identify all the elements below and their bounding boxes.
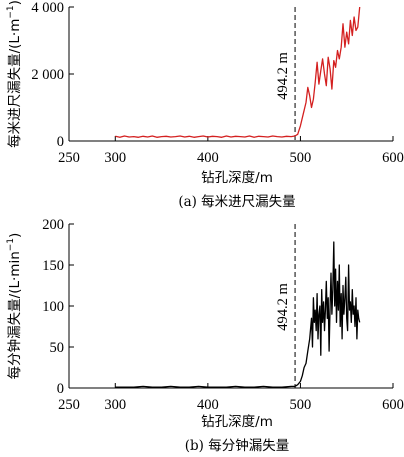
panel-b-y-tick-label: 150 xyxy=(42,258,64,274)
panel-b-y-ticks: 0 50 100 150 200 xyxy=(42,217,74,397)
panel-b-y-label-close: ) xyxy=(7,233,23,238)
panel-b-x-ticks: 250 300 400 500 600 xyxy=(58,383,404,413)
panel-b-y-tick-label: 100 xyxy=(42,299,64,315)
panel-b: 0 50 100 150 200 250 300 400 500 600 494.2 m 钻孔深… xyxy=(6,217,404,454)
panel-b-y-tick-label: 0 xyxy=(57,381,64,397)
panel-b-x-axis-label: 钻孔深度/m xyxy=(201,414,273,430)
panel-a-y-tick-label: 2 000 xyxy=(31,67,64,83)
panel-b-threshold-label: 494.2 m xyxy=(275,283,291,331)
panel-a-x-tick-label: 600 xyxy=(382,150,404,166)
panel-b-y-label-main: 每分钟漏失量/(L·min xyxy=(6,251,23,379)
panel-a-x-ticks: 250 300 400 500 600 xyxy=(58,136,404,166)
panel-a-caption: (a) 每米进尺漏失量 xyxy=(178,194,295,210)
panel-a-x-axis-label: 钻孔深度/m xyxy=(201,170,273,186)
panel-a-y-ticks: 0 2 000 4 000 xyxy=(31,0,74,150)
panel-b-y-tick-label: 50 xyxy=(50,340,65,356)
panel-a-series-line xyxy=(115,6,361,138)
panel-a-y-axis-label: 每米进尺漏失量/(L·m−1) xyxy=(6,0,23,148)
panel-a-x-tick-label: 300 xyxy=(104,150,126,166)
panel-a-x-tick-label: 250 xyxy=(58,150,80,166)
panel-b-x-tick-label: 400 xyxy=(197,397,219,413)
panel-b-x-tick-label: 500 xyxy=(290,397,312,413)
panel-b-y-tick-label: 200 xyxy=(42,217,64,233)
panel-b-y-axis-label: 每分钟漏失量/(L·min−1) xyxy=(6,233,23,380)
panel-a-x-tick-label: 500 xyxy=(290,150,312,166)
panel-a-threshold-label: 494.2 m xyxy=(275,52,291,100)
panel-b-y-label-superscript: −1 xyxy=(6,238,16,251)
panel-a-y-label-superscript: −1 xyxy=(6,5,16,18)
panel-a: 0 2 000 4 000 250 300 400 500 600 494.2 m 钻孔深度… xyxy=(6,0,404,210)
panel-a-x-tick-label: 400 xyxy=(197,150,219,166)
panel-b-series-line xyxy=(115,241,361,388)
panel-a-y-tick-label: 0 xyxy=(57,134,64,150)
panel-a-y-label-close: ) xyxy=(7,0,23,5)
panel-b-x-tick-label: 300 xyxy=(104,397,126,413)
panel-a-y-tick-label: 4 000 xyxy=(31,0,64,16)
panel-a-y-label-main: 每米进尺漏失量/(L·m xyxy=(7,19,23,148)
panel-b-x-tick-label: 600 xyxy=(382,397,404,413)
panel-b-x-tick-label: 250 xyxy=(58,397,80,413)
panel-b-caption: (b) 每分钟漏失量 xyxy=(185,437,289,454)
